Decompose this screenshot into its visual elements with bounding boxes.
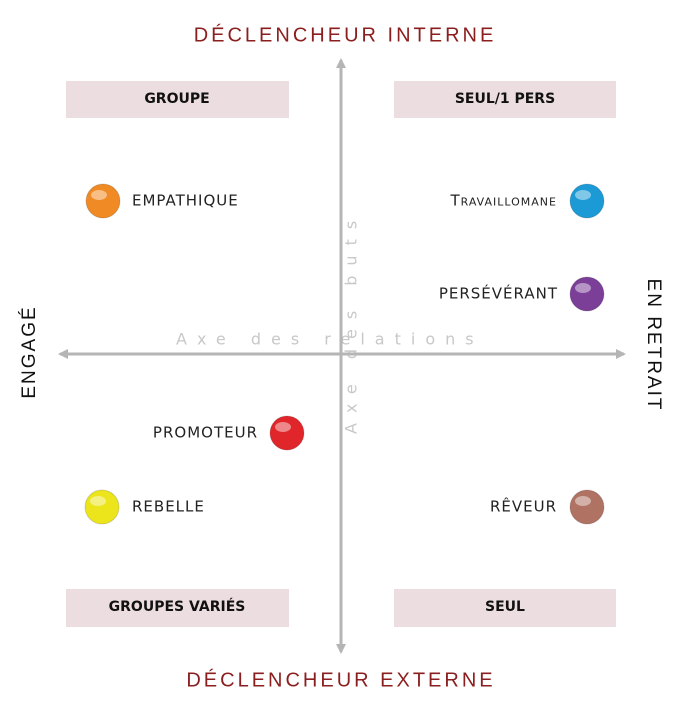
dot-highlight xyxy=(275,422,291,432)
dot-highlight xyxy=(91,190,107,200)
type-label: EMPATHIQUE xyxy=(132,192,239,210)
type-label: PROMOTEUR xyxy=(153,424,258,442)
bottom-label: DÉCLENCHEUR EXTERNE xyxy=(186,668,495,691)
dot-highlight xyxy=(575,190,591,200)
type-label: PERSÉVÉRANT xyxy=(439,284,558,303)
type-dot xyxy=(85,183,121,219)
axis-name: Axe des buts xyxy=(342,211,361,434)
right-label: EN RETRAIT xyxy=(643,279,664,412)
quadrant-box xyxy=(394,589,616,627)
type-dot xyxy=(569,183,605,219)
quadrant-label: GROUPE xyxy=(144,91,209,107)
left-label: ENGAGÉ xyxy=(19,305,40,398)
quadrant-box xyxy=(66,81,289,118)
type-dot xyxy=(84,489,120,525)
type-label: REBELLE xyxy=(132,498,205,516)
top-label: DÉCLENCHEUR INTERNE xyxy=(194,23,497,46)
dot-highlight xyxy=(575,283,591,293)
axis-name: Axe des relations xyxy=(176,330,484,349)
quadrant-label: SEUL xyxy=(485,599,525,615)
type-dot xyxy=(569,489,605,525)
quadrant-box xyxy=(66,589,289,627)
quadrant-label: SEUL/1 PERS xyxy=(455,91,555,107)
quadrant-label: GROUPES VARIÉS xyxy=(109,598,246,615)
dot-highlight xyxy=(575,496,591,506)
dot-highlight xyxy=(90,496,106,506)
quadrant-box xyxy=(394,81,616,118)
type-label: Travaillomane xyxy=(450,192,558,210)
type-dot xyxy=(269,415,305,451)
type-label: RÊVEUR xyxy=(490,497,557,516)
type-dot xyxy=(569,276,605,312)
